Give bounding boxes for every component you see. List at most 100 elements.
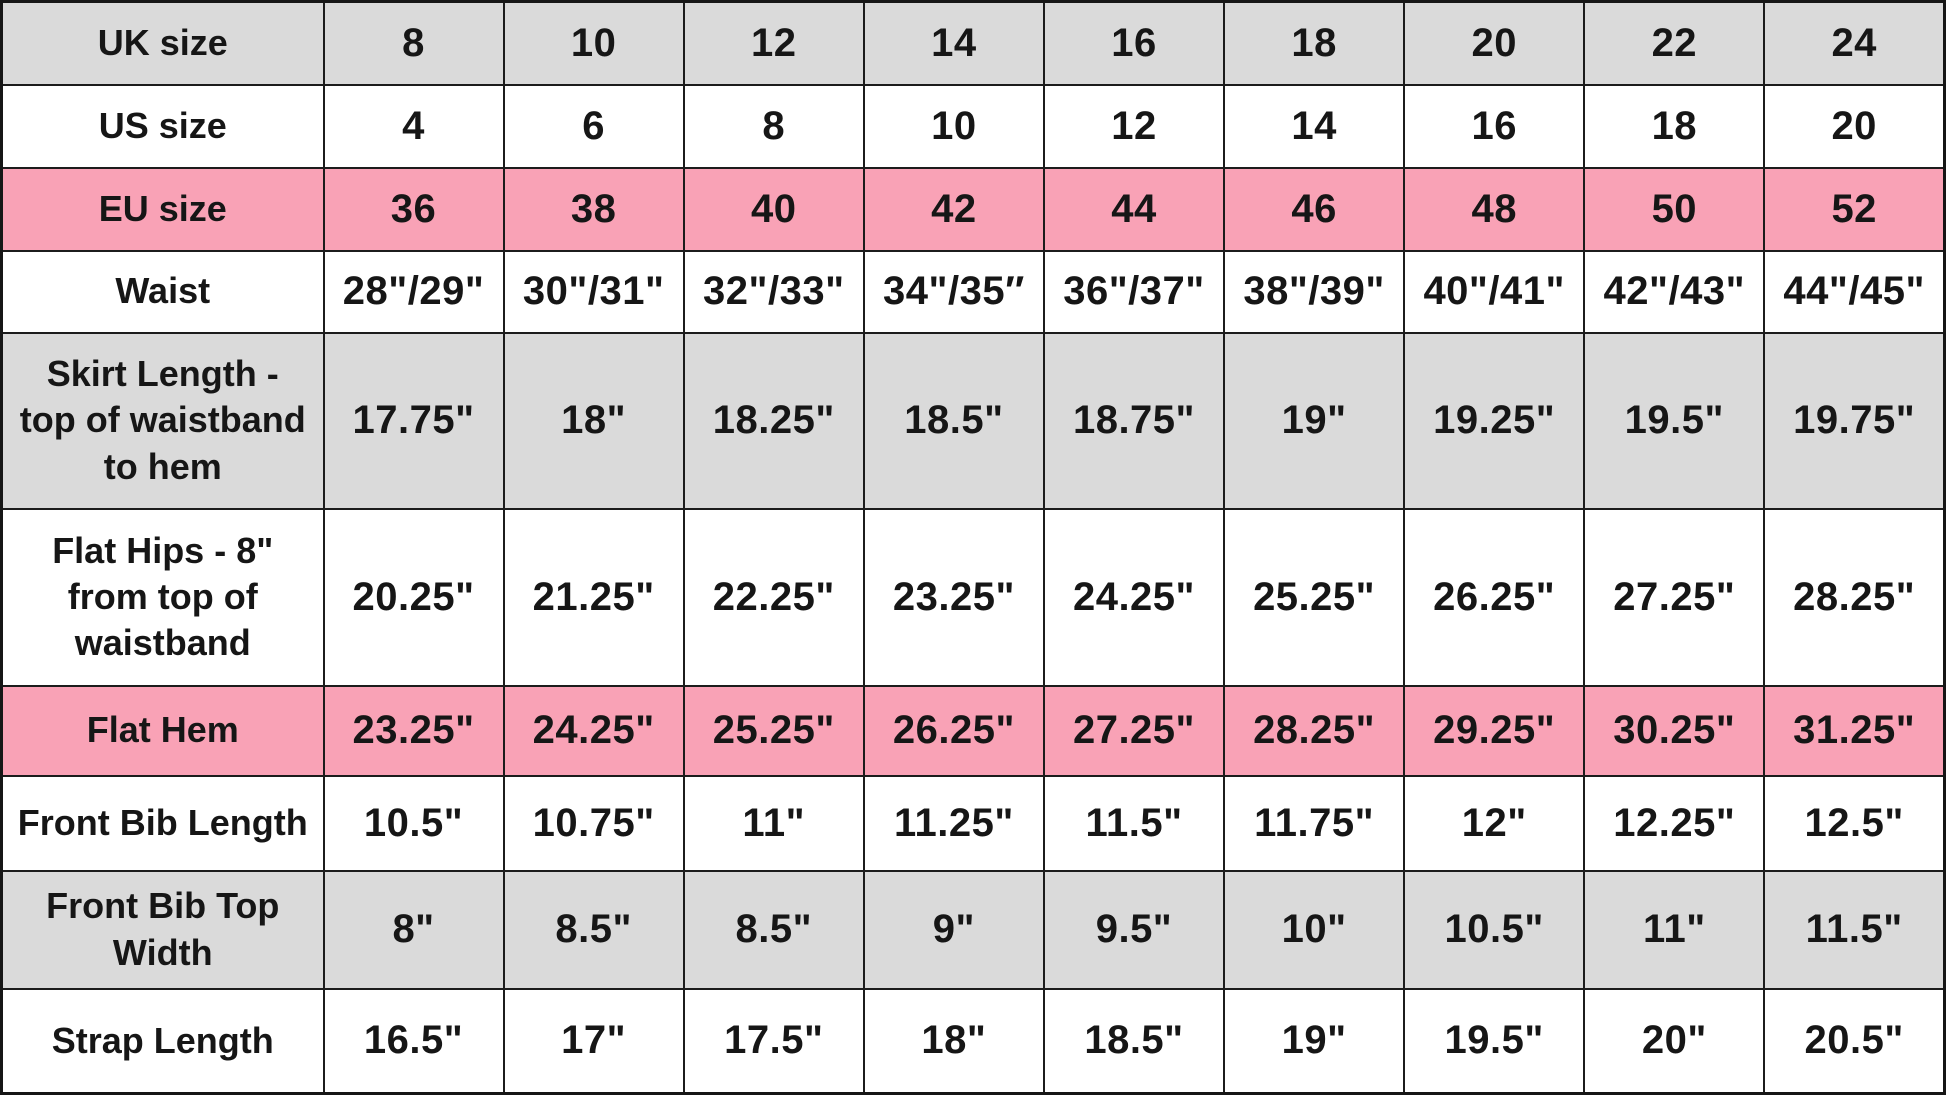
table-cell: 14 — [862, 0, 1045, 86]
table-cell: 18.5" — [862, 331, 1045, 510]
table-cell: 18 — [1583, 83, 1766, 169]
table-cell: 17" — [502, 987, 685, 1095]
row-label: UK size — [0, 0, 325, 86]
table-cell: 27.25" — [1042, 684, 1226, 777]
table-cell: 20.25" — [322, 507, 505, 687]
table-cell: 16.5" — [322, 987, 505, 1095]
table-cell: 36"/37" — [1042, 249, 1226, 334]
table-cell: 10.5" — [1403, 869, 1586, 990]
table-cell: 10.75" — [502, 774, 685, 872]
table-cell: 20" — [1583, 987, 1766, 1095]
table-cell: 29.25" — [1403, 684, 1586, 777]
table-cell: 16 — [1042, 0, 1226, 86]
table-cell: 9" — [862, 869, 1045, 990]
row-label: Front Bib Top Width — [0, 869, 325, 990]
table-cell: 18.25" — [682, 331, 865, 510]
table-cell: 18.5" — [1042, 987, 1226, 1095]
table-cell: 48 — [1403, 166, 1586, 252]
table-row: Skirt Length - top of waistband to hem 17… — [0, 331, 1946, 510]
table-cell: 4 — [322, 83, 505, 169]
table-cell: 20 — [1763, 83, 1946, 169]
table-cell: 42"/43" — [1583, 249, 1766, 334]
table-cell: 17.5" — [682, 987, 865, 1095]
table-cell: 26.25" — [1403, 507, 1586, 687]
table-cell: 20 — [1403, 0, 1586, 86]
table-cell: 38 — [502, 166, 685, 252]
table-cell: 12.5" — [1763, 774, 1946, 872]
table-cell: 11" — [1583, 869, 1766, 990]
table-cell: 8 — [682, 83, 865, 169]
table-cell: 8" — [322, 869, 505, 990]
table-cell: 20.5" — [1763, 987, 1946, 1095]
table-cell: 42 — [862, 166, 1045, 252]
table-cell: 6 — [502, 83, 685, 169]
row-label: US size — [0, 83, 325, 169]
table-cell: 11" — [682, 774, 865, 872]
table-row: Waist 28"/29" 30"/31" 32"/33" 34"/35″ 36"/37"… — [0, 249, 1946, 334]
row-label: Strap Length — [0, 987, 325, 1095]
table-cell: 10 — [502, 0, 685, 86]
table-cell: 16 — [1403, 83, 1586, 169]
table-cell: 27.25" — [1583, 507, 1766, 687]
table-row: US size 4 6 8 10 12 14 16 18 20 — [0, 83, 1946, 169]
table-cell: 22 — [1583, 0, 1766, 86]
table-cell: 11.75" — [1223, 774, 1406, 872]
table-cell: 8 — [322, 0, 505, 86]
table-cell: 24.25" — [1042, 507, 1226, 687]
table-cell: 30"/31" — [502, 249, 685, 334]
table-cell: 32"/33" — [682, 249, 865, 334]
table-cell: 19.25" — [1403, 331, 1586, 510]
table-row: Strap Length 16.5" 17" 17.5" 18" 18.5" 19" 19.5… — [0, 987, 1946, 1095]
table-cell: 18" — [862, 987, 1045, 1095]
table-cell: 25.25" — [1223, 507, 1406, 687]
table-cell: 19.5" — [1583, 331, 1766, 510]
table-cell: 11.5" — [1763, 869, 1946, 990]
table-cell: 28"/29" — [322, 249, 505, 334]
table-cell: 19.5" — [1403, 987, 1586, 1095]
row-label: Waist — [0, 249, 325, 334]
table-cell: 23.25" — [862, 507, 1045, 687]
table-cell: 12 — [682, 0, 865, 86]
table-cell: 23.25" — [322, 684, 505, 777]
table-cell: 19.75" — [1763, 331, 1946, 510]
row-label: Skirt Length - top of waistband to hem — [0, 331, 325, 510]
row-label: Flat Hips - 8" from top of waistband — [0, 507, 325, 687]
table-cell: 14 — [1223, 83, 1406, 169]
table-cell: 17.75" — [322, 331, 505, 510]
table-cell: 19" — [1223, 331, 1406, 510]
table-cell: 34"/35″ — [862, 249, 1045, 334]
table-cell: 9.5" — [1042, 869, 1226, 990]
table-cell: 21.25" — [502, 507, 685, 687]
table-cell: 11.25" — [862, 774, 1045, 872]
table-cell: 28.25" — [1763, 507, 1946, 687]
table-cell: 44 — [1042, 166, 1226, 252]
table-cell: 12.25" — [1583, 774, 1766, 872]
table-cell: 46 — [1223, 166, 1406, 252]
table-cell: 10 — [862, 83, 1045, 169]
table-cell: 22.25" — [682, 507, 865, 687]
table-row: UK size 8 10 12 14 16 18 20 22 24 — [0, 0, 1946, 86]
table-cell: 40 — [682, 166, 865, 252]
table-cell: 30.25" — [1583, 684, 1766, 777]
row-label: Flat Hem — [0, 684, 325, 777]
table-cell: 18" — [502, 331, 685, 510]
row-label: Front Bib Length — [0, 774, 325, 872]
table-cell: 26.25" — [862, 684, 1045, 777]
table-row: Front Bib Top Width 8" 8.5" 8.5" 9" 9.5" 10" 10… — [0, 869, 1946, 990]
table-cell: 52 — [1763, 166, 1946, 252]
table-cell: 44"/45" — [1763, 249, 1946, 334]
table-cell: 19" — [1223, 987, 1406, 1095]
row-label: EU size — [0, 166, 325, 252]
table-cell: 8.5" — [502, 869, 685, 990]
table-cell: 36 — [322, 166, 505, 252]
table-cell: 24.25" — [502, 684, 685, 777]
table-cell: 10" — [1223, 869, 1406, 990]
table-cell: 11.5" — [1042, 774, 1226, 872]
table-cell: 40"/41" — [1403, 249, 1586, 334]
table-cell: 12" — [1403, 774, 1586, 872]
table-cell: 10.5" — [322, 774, 505, 872]
table-row: Front Bib Length 10.5" 10.75" 11" 11.25" 11.5… — [0, 774, 1946, 872]
table-cell: 8.5" — [682, 869, 865, 990]
